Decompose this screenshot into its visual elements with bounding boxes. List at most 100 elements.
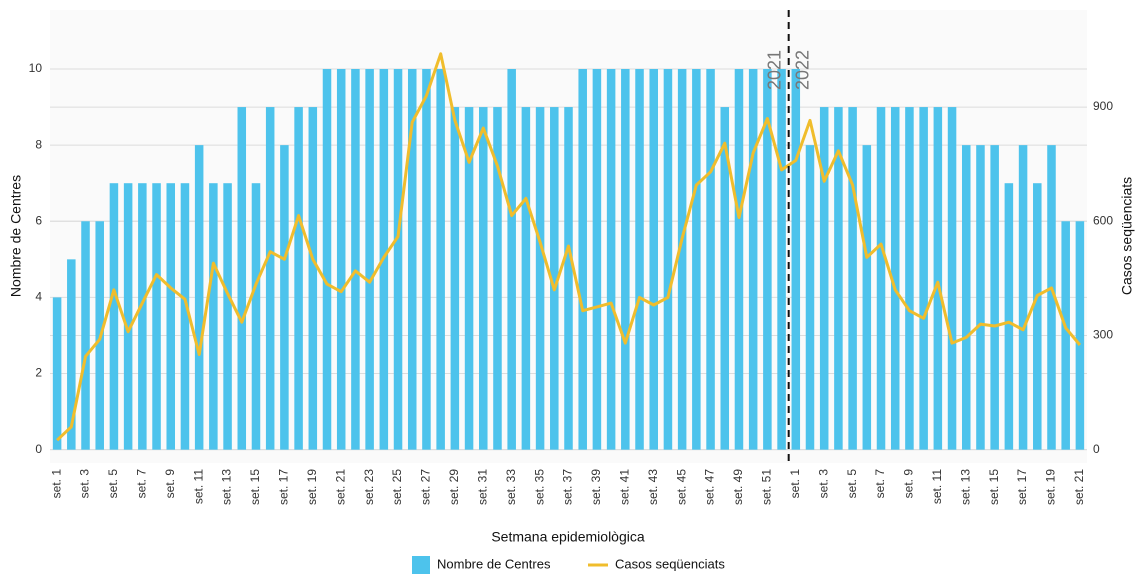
x-tick-label: set. 11 — [191, 469, 205, 504]
x-tick-label: set. 25 — [390, 469, 404, 505]
x-tick-label: set. 49 — [731, 469, 745, 505]
y-tick-label: 10 — [29, 61, 43, 75]
bar — [507, 69, 516, 450]
bar — [1061, 221, 1070, 450]
bar — [280, 145, 289, 450]
x-tick-label: set. 1 — [788, 469, 802, 499]
bar — [1047, 145, 1056, 450]
bar — [933, 107, 943, 450]
x-tick-label: set. 39 — [589, 469, 603, 505]
bar — [152, 183, 161, 450]
bar — [862, 145, 872, 450]
x-tick-label: set. 15 — [987, 469, 1001, 505]
bar — [947, 107, 957, 450]
annotation: 2022 — [792, 50, 812, 90]
y2-tick-label: 600 — [1093, 213, 1113, 227]
bar — [791, 69, 801, 450]
bar — [834, 107, 843, 450]
bar — [677, 69, 687, 450]
x-tick-label: set. 29 — [447, 469, 461, 505]
legend-label: Nombre de Centres — [437, 556, 551, 571]
bar — [663, 69, 673, 450]
bar — [322, 69, 332, 450]
x-tick-label: set. 51 — [760, 469, 774, 505]
bar — [407, 69, 417, 450]
bar — [961, 145, 971, 450]
bar — [748, 69, 758, 450]
bar — [890, 107, 900, 450]
bar — [308, 107, 318, 450]
legend-label: Casos seqüenciats — [615, 556, 725, 571]
bar — [1033, 183, 1042, 450]
bar — [180, 183, 190, 450]
bar — [422, 69, 431, 450]
bar — [109, 183, 119, 450]
bar — [848, 107, 857, 450]
x-tick-label: set. 21 — [333, 469, 347, 505]
x-tick-label: set. 3 — [816, 469, 830, 499]
bar — [294, 107, 303, 450]
bar — [1075, 221, 1085, 450]
x-tick-label: set. 45 — [674, 469, 688, 505]
bar — [493, 107, 502, 450]
bar — [976, 145, 985, 450]
x-tick-label: set. 35 — [532, 469, 546, 505]
bar — [479, 107, 488, 450]
x-tick-label: set. 1 — [49, 469, 63, 499]
bar — [621, 69, 630, 450]
x-tick-label: set. 19 — [1044, 469, 1058, 505]
bar — [592, 69, 602, 450]
y-tick-label: 0 — [35, 442, 42, 456]
annotation: 2021 — [764, 50, 784, 90]
x-tick-label: set. 43 — [646, 469, 660, 505]
bar — [81, 221, 90, 450]
bar — [237, 107, 247, 450]
bar — [919, 107, 928, 450]
x-tick-label: set. 15 — [248, 469, 262, 505]
y-axis-title: Nombre de Centres — [8, 175, 24, 297]
bar — [876, 107, 886, 450]
x-tick-label: set. 31 — [475, 469, 489, 505]
bar — [692, 69, 701, 450]
bar — [734, 69, 744, 450]
bar — [990, 145, 999, 450]
bar — [464, 107, 474, 450]
bar — [209, 183, 218, 450]
x-tick-label: set. 47 — [703, 469, 717, 505]
x-tick-label: set. 9 — [902, 469, 916, 499]
bar — [52, 297, 62, 450]
y-tick-label: 8 — [35, 137, 42, 151]
bar — [67, 259, 76, 450]
bar — [649, 69, 658, 450]
x-tick-label: set. 33 — [504, 469, 518, 505]
bar — [450, 107, 460, 450]
bar — [1018, 145, 1028, 450]
x-tick-label: set. 13 — [220, 469, 234, 505]
x-tick-label: set. 11 — [930, 469, 944, 504]
line — [56, 52, 1082, 442]
x-tick-label: set. 21 — [1072, 469, 1086, 505]
x-axis-title: Setmana epidemiològica — [491, 529, 645, 545]
bar — [535, 107, 545, 450]
bar — [564, 107, 573, 450]
bar — [706, 69, 715, 450]
bar — [905, 107, 914, 450]
bar — [777, 69, 786, 450]
bar — [365, 69, 374, 450]
bar — [194, 145, 204, 450]
y2-tick-label: 0 — [1093, 442, 1100, 456]
bar — [336, 69, 346, 450]
x-tick-label: set. 37 — [561, 469, 575, 505]
y2-axis-title: Casos seqüenciats — [1119, 177, 1135, 295]
x-tick-label: set. 5 — [845, 469, 859, 499]
bar — [351, 69, 360, 450]
x-tick-label: set. 9 — [163, 469, 177, 499]
bar — [223, 183, 232, 450]
bar — [763, 69, 772, 450]
x-tick-label: set. 7 — [873, 469, 887, 499]
bar — [1004, 183, 1014, 450]
x-tick-label: set. 5 — [106, 469, 120, 499]
bar — [606, 69, 616, 450]
bar — [265, 107, 275, 450]
